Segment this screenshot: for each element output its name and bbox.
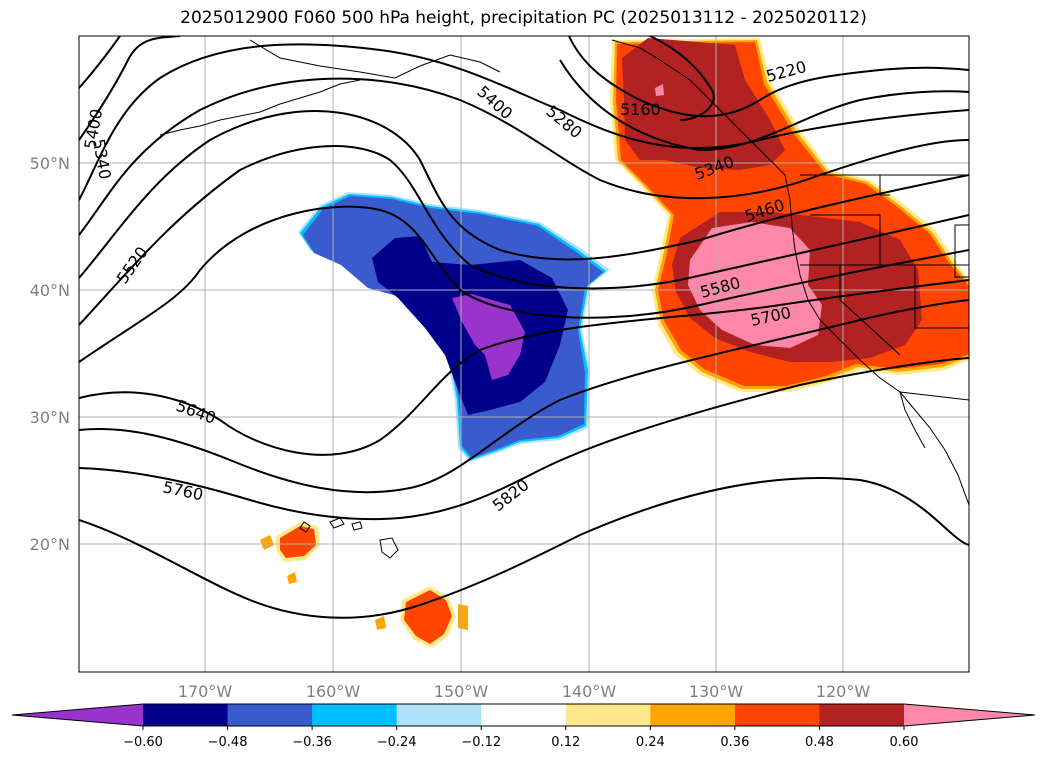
colorbar-segment <box>819 704 905 726</box>
shade-neg-0.60 <box>452 294 525 380</box>
lon-label: 120°W <box>816 682 871 701</box>
contour-label: 5160 <box>620 100 661 119</box>
contour-line <box>649 36 715 121</box>
graticule <box>79 36 969 672</box>
colorbar-segment <box>650 704 736 726</box>
lon-label: 130°W <box>689 682 744 701</box>
colorbar-segment <box>396 704 482 726</box>
lon-label: 150°W <box>434 682 489 701</box>
latitude-labels: 50°N 40°N 30°N 20°N <box>30 154 70 554</box>
map-frame <box>78 35 970 673</box>
hawaii-positive-area <box>260 522 468 648</box>
negative-precip-area <box>298 192 610 462</box>
coastlines <box>159 39 969 559</box>
colorbar-tick-label: −0.48 <box>208 735 248 750</box>
colorbar-tick-label: 0.12 <box>551 735 580 750</box>
shade-0.60 <box>688 222 822 348</box>
contour-line <box>79 110 969 279</box>
longitude-labels: 170°W 160°W 150°W 140°W 130°W 120°W <box>178 682 871 701</box>
colorbar-segment <box>312 704 398 726</box>
colorbar-tick-label: −0.60 <box>123 735 163 750</box>
contour-line <box>79 299 969 494</box>
lat-label: 20°N <box>30 535 70 554</box>
colorbar-segment <box>565 704 651 726</box>
shade-0.60-spot <box>655 84 664 96</box>
contour-line <box>79 77 969 236</box>
colorbar-tick-label: 0.48 <box>805 735 834 750</box>
colorbar-tick-label: 0.60 <box>890 735 919 750</box>
colorbar-segment <box>481 704 567 726</box>
colorbar-tick-label: 0.36 <box>720 735 749 750</box>
colorbar-tick-label: −0.36 <box>292 735 332 750</box>
map-title: 2025012900 F060 500 hPa height, precipit… <box>180 8 867 28</box>
colorbar-tick-label: −0.24 <box>377 735 417 750</box>
contour-line <box>79 36 181 141</box>
lat-label: 30°N <box>30 408 70 427</box>
lon-label: 140°W <box>562 682 617 701</box>
contour-line <box>559 59 969 152</box>
contour-line <box>79 357 969 521</box>
colorbar-tick-label: 0.24 <box>636 735 665 750</box>
height-contours <box>79 36 969 619</box>
lat-label: 40°N <box>30 281 70 300</box>
colorbar-segment <box>227 704 313 726</box>
colorbar-extend-low <box>12 704 143 726</box>
contour-line <box>79 205 969 363</box>
contour-line <box>79 279 969 456</box>
shade-0.48-north <box>622 38 785 170</box>
contour-line <box>79 145 969 326</box>
colorbar-tick-label: −0.12 <box>461 735 501 750</box>
contour-line <box>79 43 969 201</box>
colorbar-extend-high <box>904 704 1035 726</box>
contour-line <box>79 36 121 89</box>
colorbar-segment <box>734 704 820 726</box>
contour-line <box>568 36 969 118</box>
lon-label: 160°W <box>306 682 361 701</box>
contour-line <box>79 477 969 619</box>
colorbar: −0.60 −0.48 −0.36 −0.24 −0.12 0.12 0.24 0.36 0.4… <box>11 703 1036 750</box>
colorbar-segment <box>143 704 229 726</box>
lat-label: 50°N <box>30 154 70 173</box>
lon-label: 170°W <box>178 682 233 701</box>
